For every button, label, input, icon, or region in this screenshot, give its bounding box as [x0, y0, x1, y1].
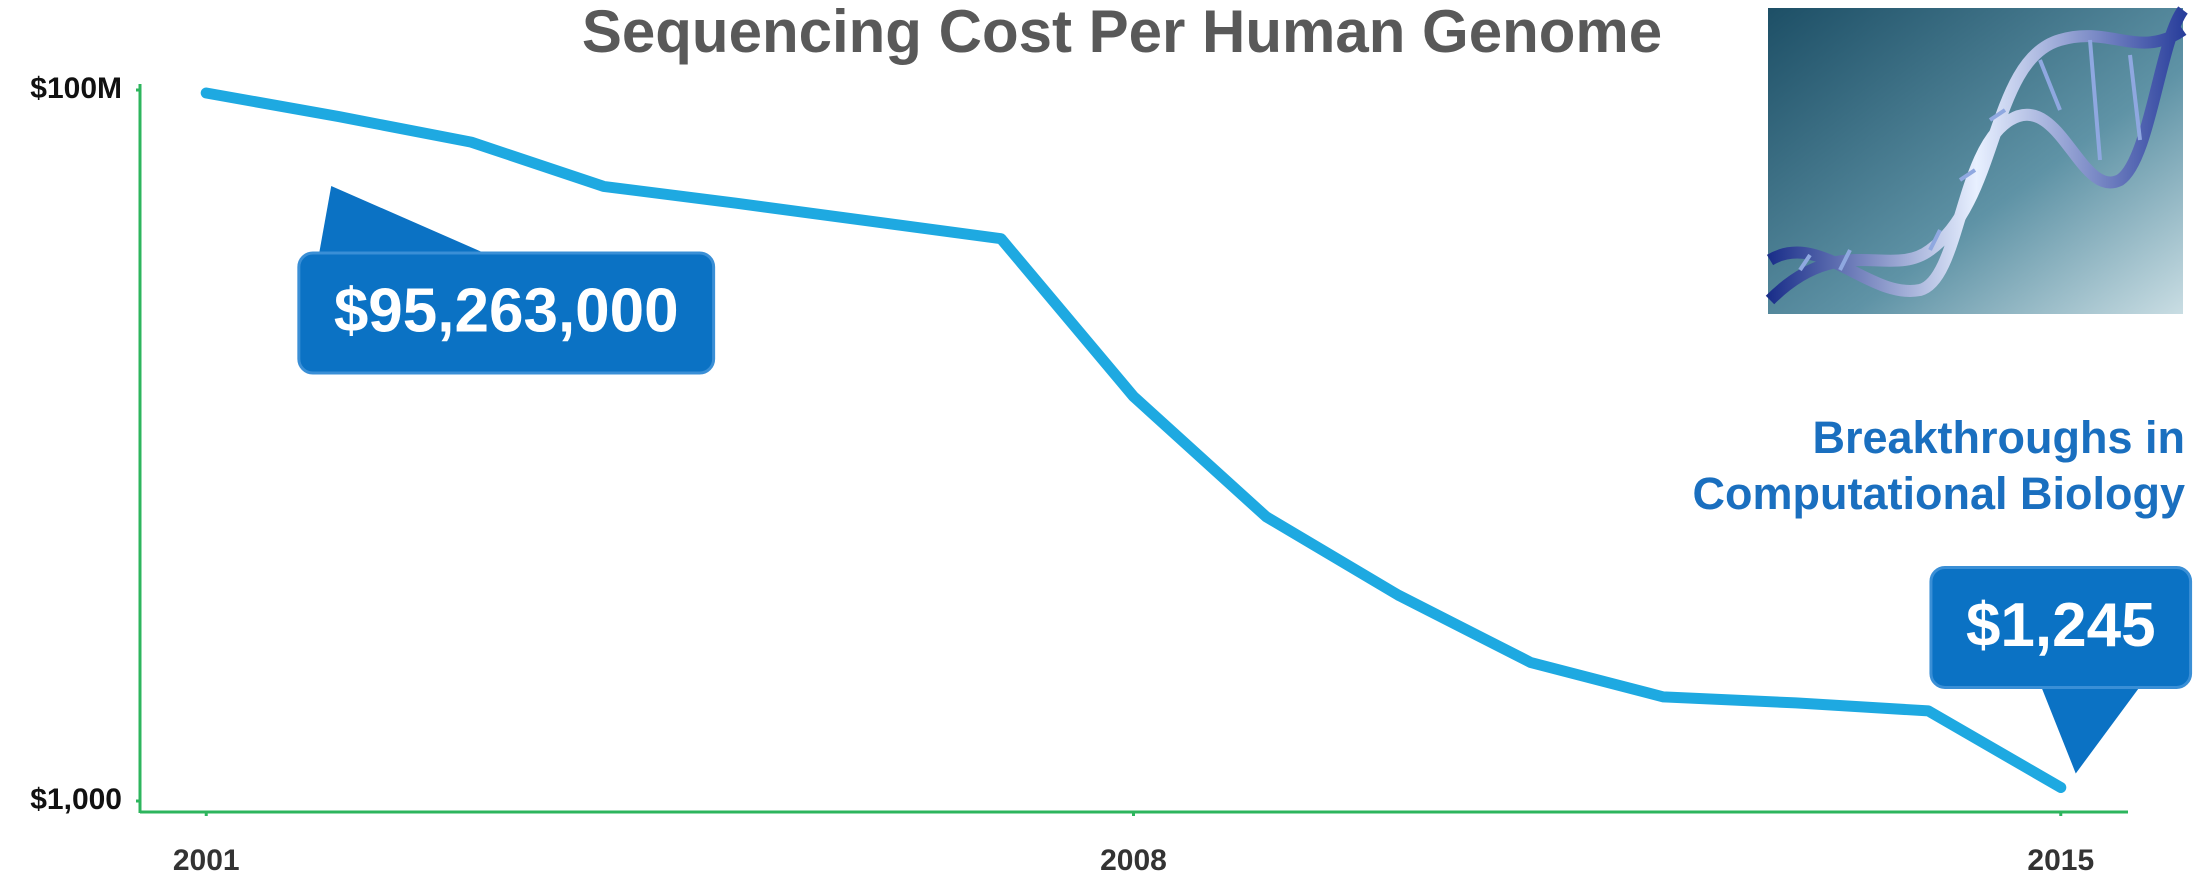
callout-pointer: [2041, 685, 2141, 773]
chart-title: Sequencing Cost Per Human Genome: [582, 0, 1662, 65]
y-tick-label: $100M: [30, 72, 122, 105]
x-tick-label: 2015: [2027, 844, 2094, 877]
y-tick-label: $1,000: [30, 783, 122, 816]
data-label: $1,245: [1966, 591, 2156, 660]
x-tick-label: 2008: [1100, 844, 1167, 877]
data-label: $95,263,000: [334, 276, 679, 345]
x-tick-label: 2001: [173, 844, 240, 877]
callout: $95,263,000: [299, 186, 714, 373]
annotation: Breakthroughs in: [1812, 412, 2185, 463]
callout-pointer: [319, 186, 489, 255]
chart: Sequencing Cost Per Human Genome Breakth…: [0, 0, 2197, 879]
annotation: Computational Biology: [1693, 468, 2185, 519]
dna-image: [1768, 8, 2183, 314]
callout: $1,245: [1931, 567, 2191, 773]
